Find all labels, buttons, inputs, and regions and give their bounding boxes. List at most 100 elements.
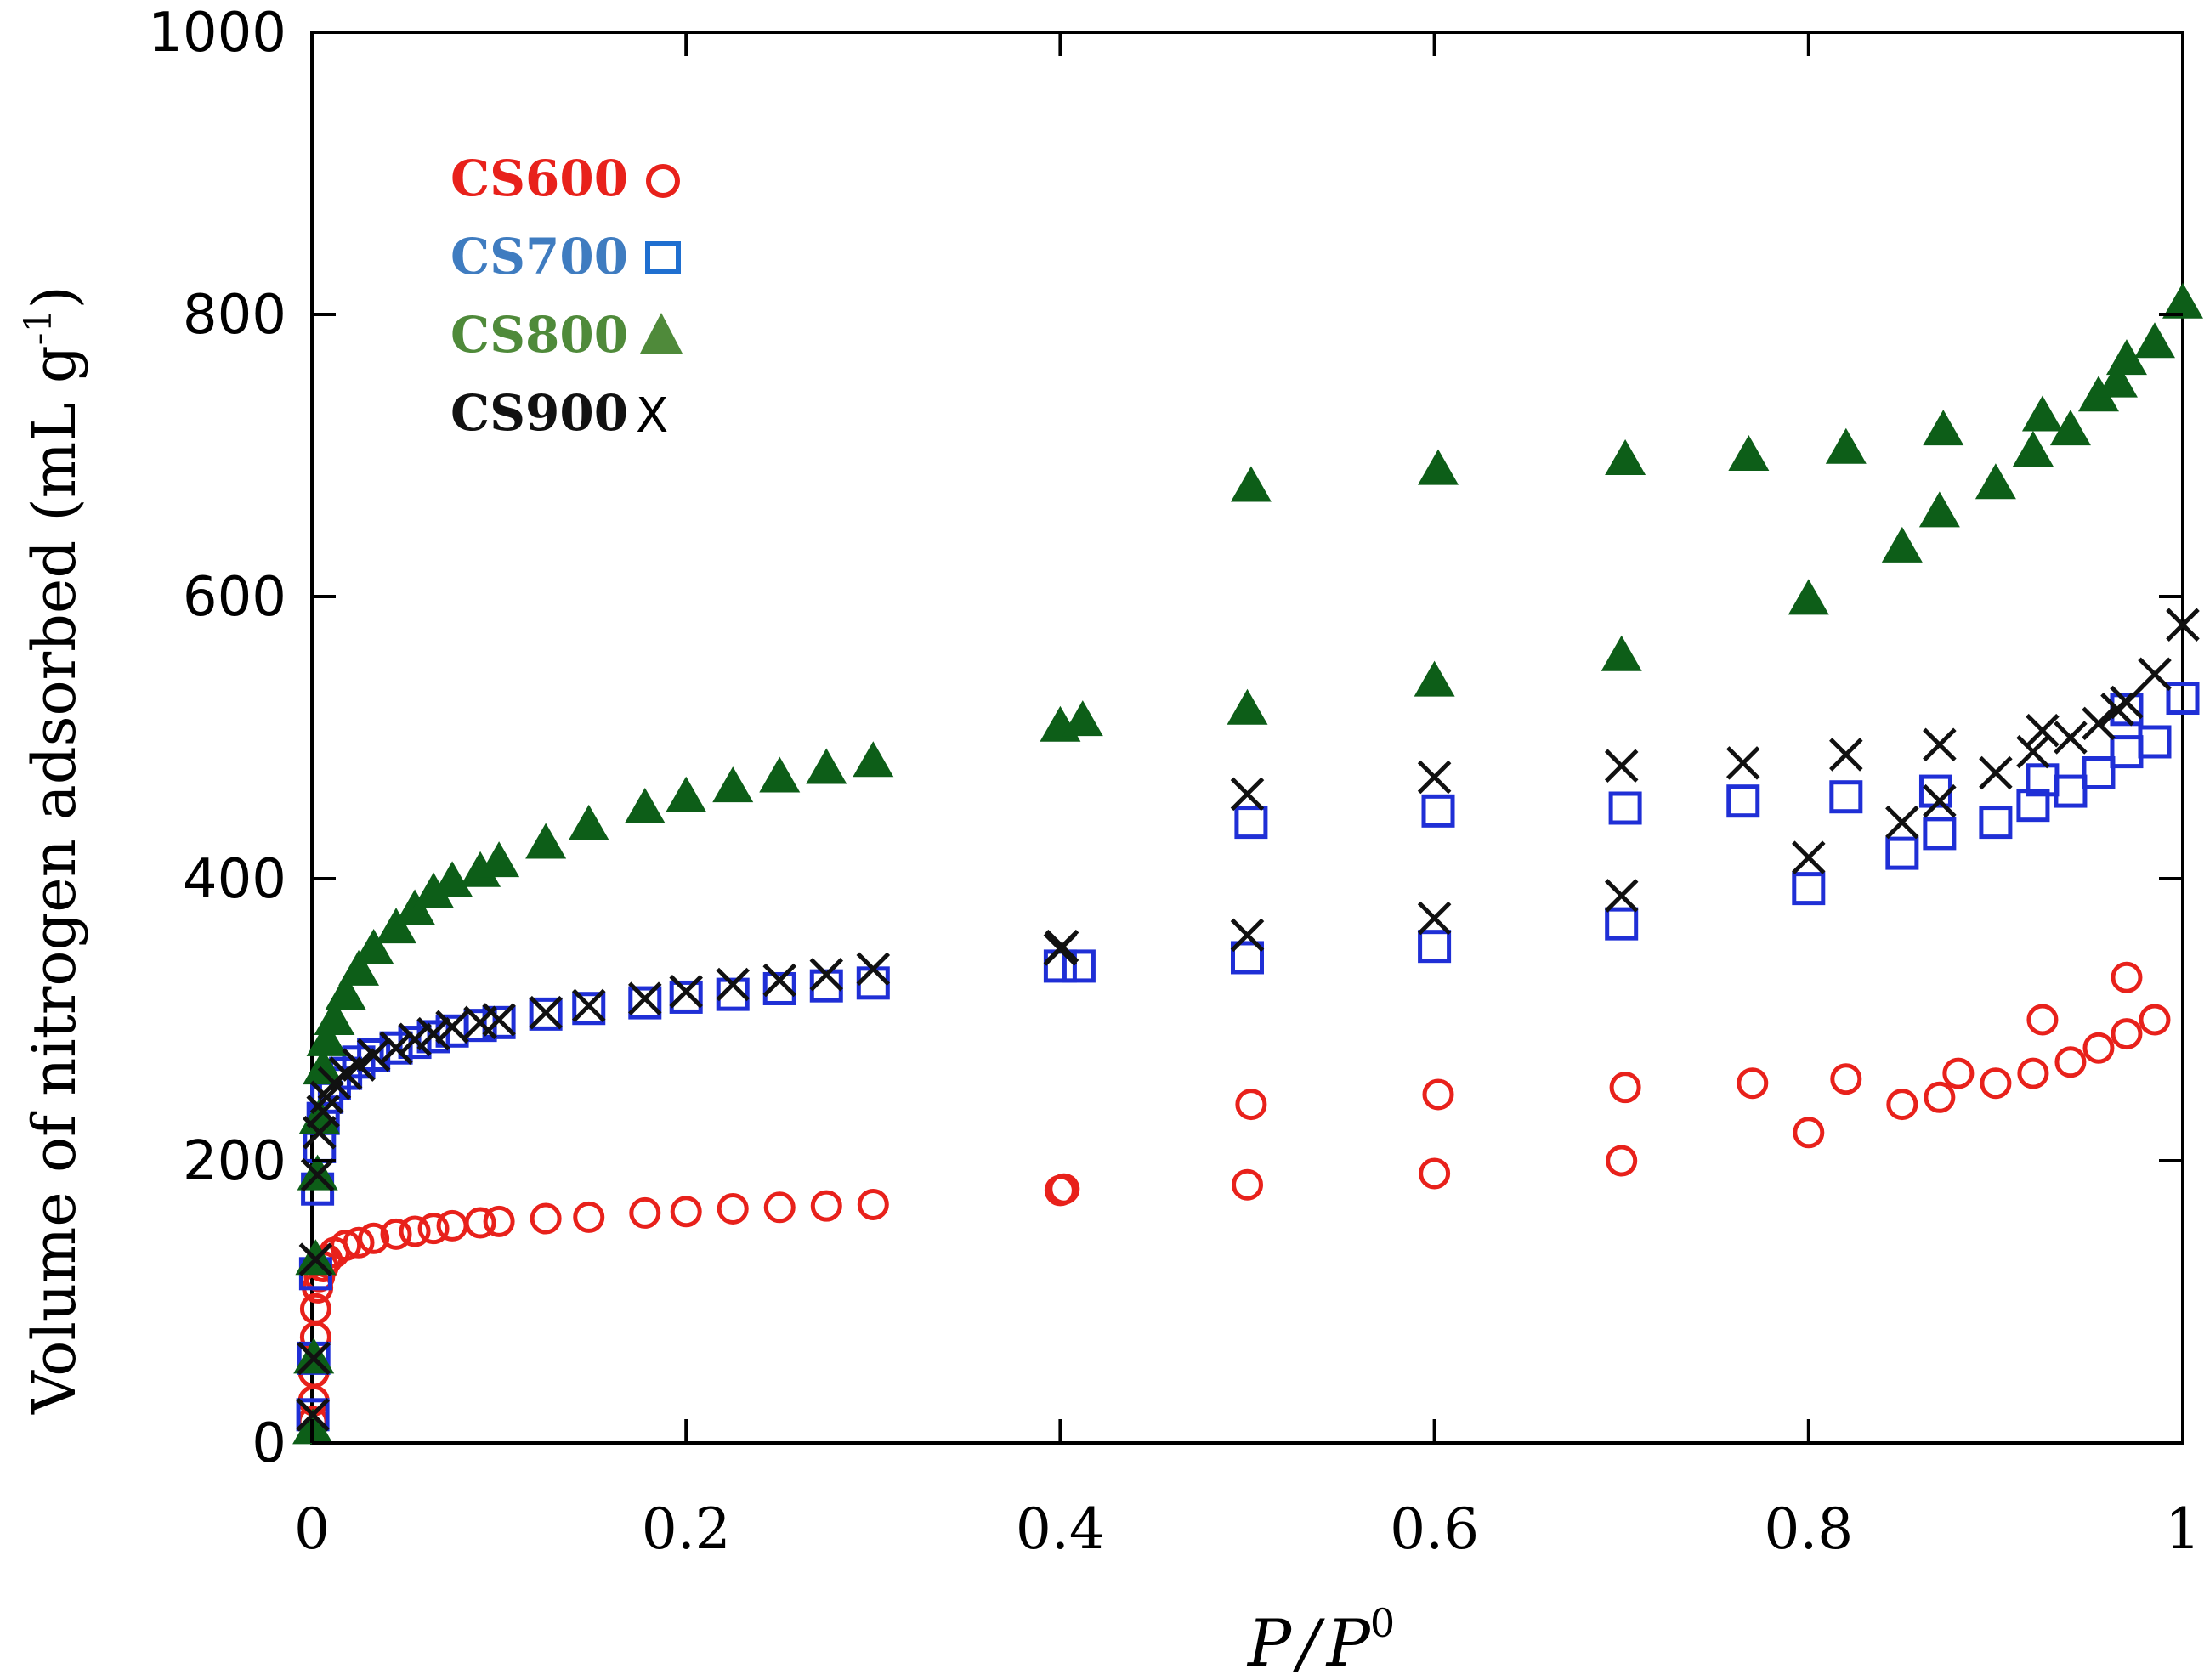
cs700-point [1062, 949, 1096, 983]
cs600-point [2139, 1004, 2171, 1036]
y-tick-label: 200 [183, 1130, 286, 1193]
cs600-point [2111, 1018, 2143, 1050]
cs800-point [853, 741, 894, 778]
cs600-point [763, 1191, 796, 1224]
cs900-point [762, 963, 797, 998]
cs700-point [1608, 791, 1642, 825]
cs700-point [762, 971, 796, 1005]
cs600-point [2111, 961, 2143, 993]
cs600-point [2082, 1032, 2115, 1064]
cs900-point [2054, 721, 2088, 755]
cs900-point [1230, 918, 1265, 953]
cs700-point [2026, 763, 2060, 797]
cs800-point [338, 949, 380, 986]
cs700-point [482, 1005, 516, 1039]
axes: 0 200 400 600 800 1000 0 0.2 0.4 0.6 0.8 1 [148, 2, 2201, 1562]
cs800-point [1418, 449, 1459, 485]
cs800-point [2077, 376, 2119, 412]
cs600-point [358, 1222, 390, 1254]
cs700-point [529, 997, 563, 1031]
cs600-point [1235, 1089, 1267, 1121]
cs600-point [1422, 1078, 1454, 1111]
cs700-point [856, 966, 890, 1000]
cs900-point [1417, 901, 1452, 936]
cs900-point [1230, 777, 1265, 812]
cs800-point [376, 908, 417, 944]
cs700-point [1918, 774, 1952, 808]
cs800-point [2021, 395, 2063, 432]
cs900-point [1885, 805, 1919, 840]
legend-entry-cs700: CS700 [450, 228, 681, 286]
cs600-point [1924, 1081, 1956, 1113]
cs800-point [712, 766, 754, 803]
legend-entry-cs900: CS900 X [450, 384, 668, 444]
cs900-point [2026, 713, 2060, 748]
cs700-point [572, 992, 606, 1026]
legend-label-cs700: CS700 [450, 228, 628, 286]
cs600-point [1048, 1173, 1080, 1205]
cs900-point [809, 958, 844, 992]
legend-label-cs800: CS800 [450, 306, 628, 364]
cs800-point [1918, 491, 1960, 528]
cs700-point [2054, 774, 2088, 808]
x-tick-label: 0.8 [1764, 1496, 1853, 1562]
legend-entry-cs600: CS600 [450, 150, 680, 207]
cs900-point [379, 1031, 413, 1065]
cs800-point [2012, 431, 2054, 467]
cs700-point [669, 980, 703, 1014]
cs900-point [856, 952, 891, 987]
series-cs700 [296, 682, 2200, 1432]
cs800-point [413, 872, 455, 908]
cs700-point [628, 986, 662, 1020]
cs800-point [624, 788, 666, 823]
cs900-point [1923, 727, 1957, 762]
cs600-point [299, 1293, 331, 1325]
cs700-point [1605, 907, 1639, 941]
cs900-point [296, 1398, 330, 1432]
cs700-point [2016, 789, 2050, 823]
cs700-point [1885, 836, 1919, 870]
legend-marker-cs800 [640, 313, 683, 354]
cs600-point [1606, 1145, 1638, 1177]
legend: CS600 CS700 CS800 CS900 X [450, 150, 683, 444]
legend-marker-cs600 [646, 164, 680, 198]
cs800-point [1788, 579, 1829, 615]
cs900-point [529, 995, 563, 1030]
cs800-point [806, 748, 847, 784]
cs800-point [460, 851, 501, 887]
cs800-point [666, 776, 707, 812]
cs900-point [1979, 755, 2013, 790]
cs800-point [479, 841, 520, 878]
cs700-point [1979, 806, 2013, 840]
x-tick-label: 1 [2165, 1496, 2201, 1562]
cs900-point [2166, 608, 2200, 642]
cs600-point [1886, 1089, 1918, 1121]
cs800-point [1825, 427, 1867, 464]
cs900-point [416, 1016, 450, 1051]
legend-marker-cs900: X [636, 388, 668, 444]
cs900-point [716, 967, 750, 1002]
cs600-point [810, 1190, 842, 1222]
cs600-point [1980, 1067, 2012, 1100]
cs900-point [2138, 657, 2172, 692]
cs800-point [1975, 463, 2016, 500]
cs700-point [2110, 735, 2144, 769]
cs600-point [2054, 1046, 2087, 1078]
cs700-point [2082, 756, 2116, 789]
cs800-point [1881, 526, 1923, 563]
cs800-point [314, 999, 355, 1035]
x-tick-label: 0.4 [1016, 1496, 1105, 1562]
cs900-point [669, 975, 703, 1009]
cs800-point [1728, 435, 1770, 471]
cs600-point [380, 1218, 412, 1250]
cs600-point [573, 1201, 605, 1233]
cs600-point [1793, 1117, 1825, 1149]
legend-label-cs900: CS900 [450, 384, 628, 442]
y-tick-label: 0 [252, 1412, 286, 1475]
cs800-point [1923, 410, 1964, 446]
cs600-point [1609, 1072, 1641, 1104]
cs800-point [2049, 410, 2091, 446]
data-markers [292, 282, 2203, 1445]
cs600-point [670, 1196, 702, 1228]
y-tick-label: 600 [183, 566, 286, 629]
